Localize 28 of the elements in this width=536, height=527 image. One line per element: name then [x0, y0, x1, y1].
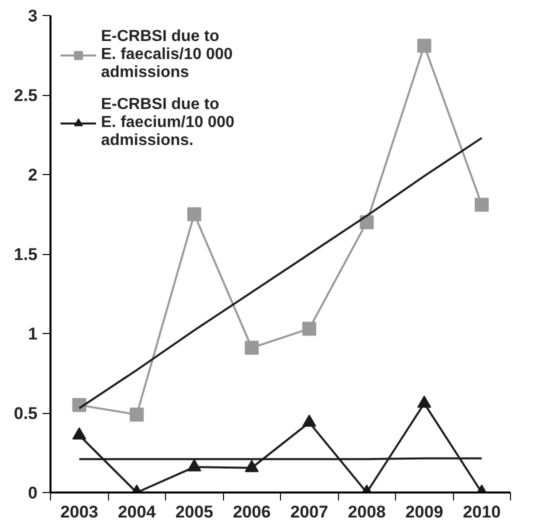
point	[187, 207, 202, 222]
x-tick-label: 2009	[405, 502, 444, 522]
point	[72, 427, 86, 440]
x-tick-label: 2007	[290, 502, 328, 522]
y-tick-label: 1	[28, 324, 38, 344]
y-tick-label: 2.5	[14, 86, 38, 105]
point	[302, 322, 316, 336]
point	[417, 395, 432, 408]
x-tick-label: 2006	[232, 502, 271, 522]
y-tick-label: 2	[28, 166, 38, 184]
point	[417, 38, 432, 53]
point	[360, 215, 374, 230]
point	[474, 198, 489, 212]
x-tick-label: 2003	[60, 502, 98, 522]
x-tick-label: 2010	[462, 502, 501, 522]
legend-label: E-CRBSI due to E. faecium/10 000 admissions.	[101, 95, 234, 151]
legend-label: E-CRBSI due to E. faecalis/10 000 admissions	[101, 27, 233, 83]
x-tick-label: 2005	[175, 502, 214, 522]
y-tick-label: 1.5	[14, 245, 38, 264]
point	[244, 340, 259, 355]
point	[244, 460, 259, 472]
x-tick-label: 2004	[118, 502, 156, 522]
y-tick-label: 0.5	[14, 404, 38, 423]
point	[302, 414, 316, 427]
y-tick-label: 3	[28, 6, 38, 26]
x-tick-label: 2008	[348, 502, 386, 522]
point	[187, 459, 202, 472]
y-tick-label: 0	[28, 484, 38, 502]
